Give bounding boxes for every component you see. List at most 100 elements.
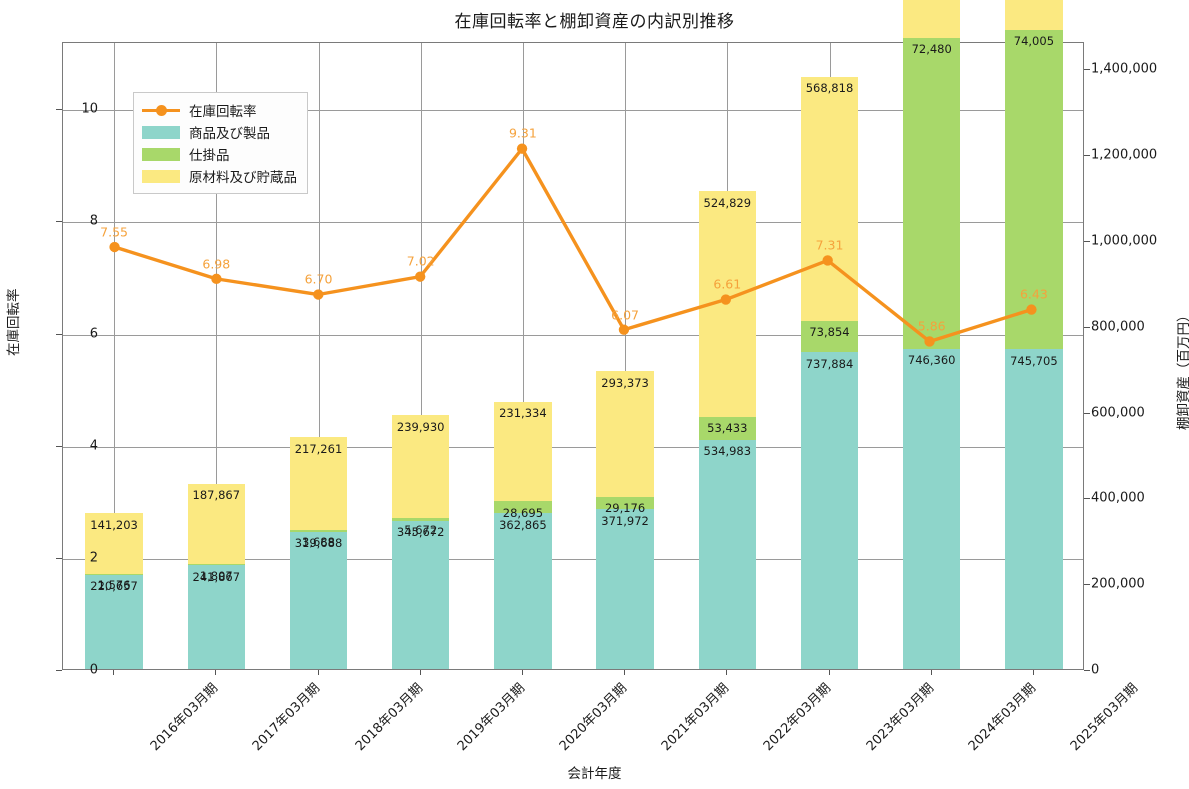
line-marker-icon bbox=[142, 102, 180, 118]
chart-legend: 在庫回転率 商品及び製品 仕掛品 原材料及び貯蔵品 bbox=[133, 92, 308, 194]
y-axis-right-tick: 200,000 bbox=[1091, 576, 1145, 592]
turnover-data-point[interactable] bbox=[109, 241, 120, 253]
y-axis-left-tick: 4 bbox=[89, 438, 98, 454]
bar-label-work-in-process: 28,695 bbox=[502, 505, 544, 520]
bar-segment-raw-materials[interactable] bbox=[494, 401, 552, 502]
bar-segment-work-in-process[interactable] bbox=[289, 530, 348, 532]
bar-label-raw-materials: 524,829 bbox=[703, 195, 752, 210]
bar-segment-finished-goods[interactable] bbox=[289, 531, 348, 669]
y-axis-right-tickmark bbox=[1084, 326, 1090, 328]
turnover-value-label: 6.07 bbox=[611, 307, 640, 323]
y-axis-left-tickmark bbox=[56, 221, 62, 223]
y-axis-right-tickmark bbox=[1084, 155, 1090, 157]
x-axis-tickmark bbox=[1032, 670, 1034, 675]
turnover-data-point[interactable] bbox=[313, 289, 324, 300]
x-axis-tick-label: 2018年03月期 bbox=[352, 680, 426, 755]
legend-item-turnover[interactable]: 在庫回転率 bbox=[142, 99, 297, 121]
y-axis-left-tickmark bbox=[56, 333, 62, 335]
turnover-value-label: 7.31 bbox=[815, 237, 844, 253]
bar-segment-finished-goods[interactable] bbox=[698, 439, 756, 669]
turnover-line bbox=[112, 146, 1034, 344]
turnover-data-point[interactable] bbox=[822, 255, 833, 266]
x-axis-tick-label: 2019年03月期 bbox=[454, 680, 528, 755]
x-axis-tickmark bbox=[624, 670, 626, 675]
gridline-horizontal bbox=[63, 334, 1083, 336]
bar-segment-raw-materials[interactable] bbox=[903, 0, 961, 38]
turnover-data-point[interactable] bbox=[415, 271, 426, 282]
bar-group[interactable]: 362,865 28,695 231,334 bbox=[494, 401, 552, 669]
bar-group[interactable]: 737,884 73,854 568,818 bbox=[800, 76, 859, 669]
gridline-vertical bbox=[625, 43, 627, 669]
bar-label-finished-goods: 371,972 bbox=[601, 513, 649, 528]
turnover-data-point[interactable] bbox=[720, 294, 731, 305]
bar-group[interactable]: 241,867 1,807 187,867 bbox=[187, 483, 245, 669]
bar-segment-finished-goods[interactable] bbox=[494, 513, 552, 669]
bar-segment-raw-materials[interactable] bbox=[289, 437, 348, 531]
bar-segment-work-in-process[interactable] bbox=[1005, 29, 1063, 350]
legend-item-raw-materials[interactable]: 原材料及び貯蔵品 bbox=[142, 165, 297, 187]
y-axis-right-tick: 1,200,000 bbox=[1091, 147, 1158, 163]
y-axis-right-label: 棚卸資産（百万円） bbox=[1176, 308, 1189, 431]
bar-label-work-in-process: 5,672 bbox=[404, 522, 438, 537]
y-axis-right-tick: 0 bbox=[1091, 662, 1100, 678]
x-axis-tickmark bbox=[215, 670, 217, 675]
bar-segment-finished-goods[interactable] bbox=[1005, 349, 1063, 669]
bar-segment-finished-goods[interactable] bbox=[596, 509, 654, 669]
y-axis-left-tickmark bbox=[56, 670, 62, 671]
bar-label-finished-goods: 534,983 bbox=[703, 444, 752, 459]
bar-segment-work-in-process[interactable] bbox=[903, 37, 961, 349]
y-axis-left-tick: 10 bbox=[81, 101, 98, 117]
bar-segment-work-in-process[interactable] bbox=[85, 573, 143, 575]
gridline-horizontal bbox=[63, 446, 1083, 448]
y-axis-right-tickmark bbox=[1084, 241, 1090, 243]
y-axis-left-tickmark bbox=[56, 109, 62, 111]
turnover-data-point[interactable] bbox=[618, 324, 630, 335]
bar-group[interactable]: 319,688 3,688 217,261 bbox=[289, 437, 348, 669]
bar-group[interactable]: 220,657 1,576 141,203 bbox=[85, 513, 143, 669]
turnover-data-point[interactable] bbox=[211, 273, 222, 285]
x-axis-tick-label: 2020年03月期 bbox=[556, 680, 630, 755]
x-axis-tick-label: 2017年03月期 bbox=[250, 680, 324, 755]
bar-segment-work-in-process[interactable] bbox=[596, 496, 654, 510]
bar-segment-work-in-process[interactable] bbox=[698, 416, 756, 440]
y-axis-left-tick: 6 bbox=[89, 326, 98, 342]
gridline-horizontal bbox=[63, 558, 1083, 560]
bar-segment-raw-materials[interactable] bbox=[392, 415, 450, 519]
x-axis-tickmark bbox=[930, 670, 932, 675]
bar-group[interactable]: 345,672 5,672 239,930 bbox=[392, 415, 450, 669]
bar-segment-finished-goods[interactable] bbox=[800, 352, 859, 669]
x-axis-tickmark bbox=[317, 670, 319, 675]
bar-segment-work-in-process[interactable] bbox=[800, 320, 859, 353]
y-axis-left-tickmark bbox=[56, 557, 62, 559]
gridline-vertical bbox=[216, 43, 218, 669]
bar-segment-raw-materials[interactable] bbox=[187, 483, 245, 565]
legend-item-work-in-process[interactable]: 仕掛品 bbox=[142, 143, 297, 165]
bar-segment-raw-materials[interactable] bbox=[85, 513, 143, 574]
turnover-value-label: 6.43 bbox=[1019, 286, 1048, 302]
legend-item-finished-goods[interactable]: 商品及び製品 bbox=[142, 121, 297, 143]
bar-segment-work-in-process[interactable] bbox=[187, 564, 245, 566]
bar-segment-raw-materials[interactable] bbox=[800, 76, 859, 321]
turnover-data-point[interactable] bbox=[1026, 304, 1037, 315]
bar-label-work-in-process: 1,576 bbox=[97, 578, 131, 593]
y-axis-right-tickmark bbox=[1084, 670, 1090, 671]
x-axis-tickmark bbox=[726, 670, 728, 675]
turnover-data-point[interactable] bbox=[516, 143, 528, 154]
bar-group[interactable]: 371,972 29,176 293,373 bbox=[596, 371, 654, 669]
bar-segment-raw-materials[interactable] bbox=[596, 371, 654, 497]
bar-segment-finished-goods[interactable] bbox=[903, 348, 961, 669]
bar-segment-finished-goods[interactable] bbox=[85, 574, 143, 669]
turnover-value-label: 5.86 bbox=[917, 318, 946, 334]
bar-segment-finished-goods[interactable] bbox=[392, 520, 450, 669]
bar-label-finished-goods: 220,657 bbox=[90, 578, 138, 593]
bar-segment-work-in-process[interactable] bbox=[392, 518, 450, 521]
turnover-data-point[interactable] bbox=[924, 336, 935, 347]
x-axis-tickmark bbox=[828, 670, 830, 675]
bar-segment-work-in-process[interactable] bbox=[494, 501, 552, 514]
bar-segment-finished-goods[interactable] bbox=[187, 565, 245, 669]
bar-segment-raw-materials[interactable] bbox=[1005, 0, 1063, 30]
bar-label-work-in-process: 29,176 bbox=[604, 501, 646, 516]
y-axis-right-tick: 1,400,000 bbox=[1091, 61, 1158, 77]
